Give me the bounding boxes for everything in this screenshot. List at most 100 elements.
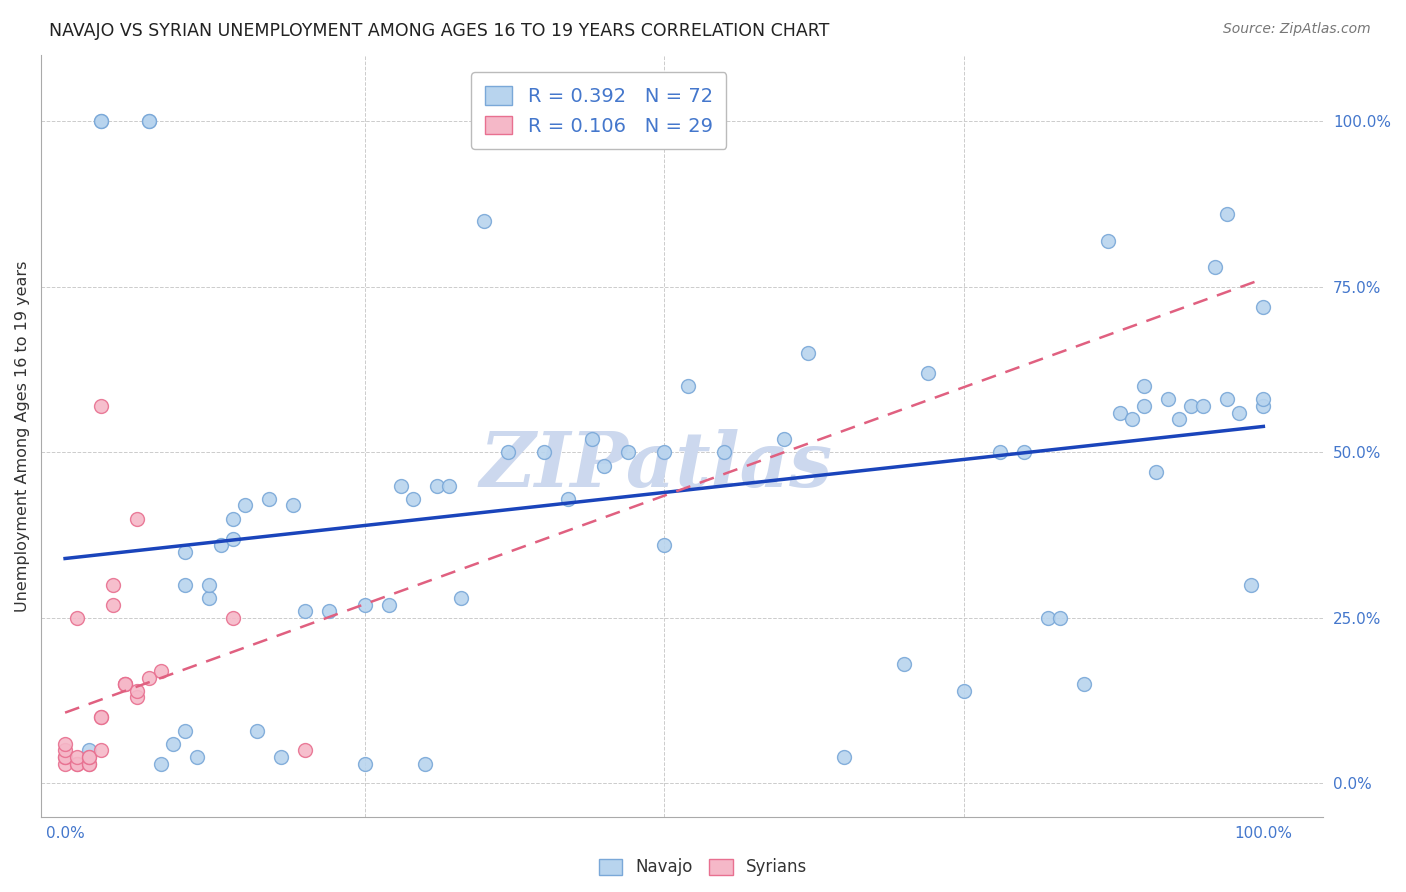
Point: [125, 683, 148, 698]
Point: [713, 445, 735, 459]
Point: [1253, 300, 1275, 314]
Point: [53, 750, 76, 764]
Point: [294, 743, 316, 757]
Legend: R = 0.392   N = 72, R = 0.106   N = 29: R = 0.392 N = 72, R = 0.106 N = 29: [471, 72, 727, 149]
Point: [125, 511, 148, 525]
Point: [498, 445, 520, 459]
Point: [1204, 260, 1226, 274]
Point: [77, 743, 100, 757]
Point: [773, 432, 796, 446]
Point: [149, 664, 172, 678]
Point: [952, 683, 974, 698]
Point: [593, 458, 616, 473]
Point: [413, 756, 436, 771]
Point: [893, 657, 915, 672]
Point: [138, 114, 160, 128]
Point: [474, 213, 496, 227]
Point: [90, 743, 112, 757]
Point: [114, 677, 136, 691]
Point: [1012, 445, 1035, 459]
Point: [90, 710, 112, 724]
Point: [1144, 465, 1167, 479]
Point: [1108, 406, 1130, 420]
Point: [257, 491, 280, 506]
Point: [77, 750, 100, 764]
Point: [652, 445, 675, 459]
Point: [1216, 392, 1239, 407]
Point: [1097, 234, 1119, 248]
Point: [832, 750, 855, 764]
Point: [222, 511, 245, 525]
Point: [138, 671, 160, 685]
Point: [533, 445, 555, 459]
Point: [90, 710, 112, 724]
Point: [246, 723, 269, 738]
Point: [1192, 399, 1215, 413]
Point: [233, 499, 256, 513]
Legend: Navajo, Syrians: Navajo, Syrians: [592, 852, 814, 883]
Point: [114, 677, 136, 691]
Point: [1156, 392, 1178, 407]
Point: [557, 491, 579, 506]
Text: NAVAJO VS SYRIAN UNEMPLOYMENT AMONG AGES 16 TO 19 YEARS CORRELATION CHART: NAVAJO VS SYRIAN UNEMPLOYMENT AMONG AGES…: [49, 22, 830, 40]
Point: [1229, 406, 1251, 420]
Point: [389, 478, 412, 492]
Point: [138, 114, 160, 128]
Point: [162, 737, 184, 751]
Point: [425, 478, 447, 492]
Point: [581, 432, 603, 446]
Point: [101, 598, 124, 612]
Point: [174, 723, 197, 738]
Point: [676, 379, 699, 393]
Point: [174, 578, 197, 592]
Point: [1121, 412, 1143, 426]
Point: [281, 499, 304, 513]
Text: ZIPatlas: ZIPatlas: [479, 429, 834, 503]
Point: [77, 756, 100, 771]
Point: [77, 756, 100, 771]
Point: [294, 604, 316, 618]
Point: [1180, 399, 1202, 413]
Point: [1073, 677, 1095, 691]
Point: [1216, 207, 1239, 221]
Point: [90, 114, 112, 128]
Point: [114, 677, 136, 691]
Point: [617, 445, 640, 459]
Point: [222, 532, 245, 546]
Point: [1036, 611, 1059, 625]
Point: [1253, 392, 1275, 407]
Point: [1240, 578, 1263, 592]
Point: [53, 743, 76, 757]
Point: [66, 750, 89, 764]
Point: [1049, 611, 1071, 625]
Point: [66, 756, 89, 771]
Point: [988, 445, 1011, 459]
Point: [77, 750, 100, 764]
Point: [174, 545, 197, 559]
Point: [198, 591, 221, 606]
Y-axis label: Unemployment Among Ages 16 to 19 years: Unemployment Among Ages 16 to 19 years: [15, 260, 30, 612]
Point: [450, 591, 472, 606]
Point: [66, 611, 89, 625]
Point: [90, 114, 112, 128]
Point: [101, 578, 124, 592]
Point: [198, 578, 221, 592]
Point: [1132, 399, 1154, 413]
Point: [353, 598, 375, 612]
Text: Source: ZipAtlas.com: Source: ZipAtlas.com: [1223, 22, 1371, 37]
Point: [222, 611, 245, 625]
Point: [90, 399, 112, 413]
Point: [53, 737, 76, 751]
Point: [377, 598, 399, 612]
Point: [797, 346, 820, 360]
Point: [917, 366, 939, 380]
Point: [401, 491, 423, 506]
Point: [1253, 399, 1275, 413]
Point: [652, 538, 675, 552]
Point: [53, 756, 76, 771]
Point: [186, 750, 208, 764]
Point: [270, 750, 292, 764]
Point: [318, 604, 340, 618]
Point: [1168, 412, 1191, 426]
Point: [353, 756, 375, 771]
